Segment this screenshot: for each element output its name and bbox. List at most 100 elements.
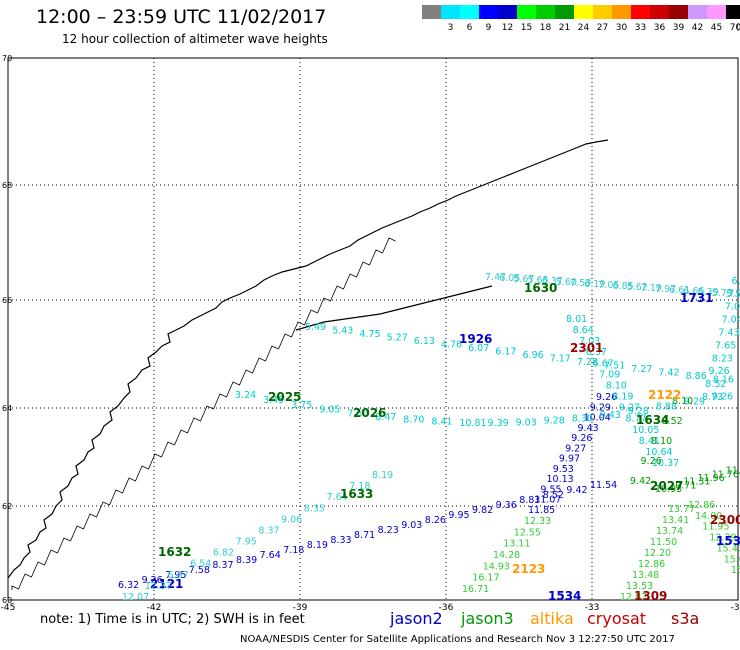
swh-value: 7.53 bbox=[570, 278, 591, 289]
pass-time-label: 2301 bbox=[570, 341, 603, 355]
footer-note: note: 1) Time is in UTC; 2) SWH is in fe… bbox=[40, 612, 305, 627]
swh-value: 9.26 bbox=[571, 433, 592, 444]
swh-value: 9.42 bbox=[566, 485, 587, 496]
swh-value: 8.71 bbox=[354, 530, 375, 541]
swh-value: 8.52 bbox=[705, 379, 726, 390]
pass-time-label: 2122 bbox=[648, 388, 681, 402]
legend-tick-label: 24 bbox=[577, 23, 590, 33]
swh-value: 5.65 bbox=[528, 275, 549, 286]
legend-tick-label: 15 bbox=[520, 23, 533, 33]
swh-value: 10.93 bbox=[655, 484, 682, 495]
swh-value: 13.53 bbox=[626, 581, 653, 592]
swh-value: 9.39 bbox=[488, 418, 509, 429]
swh-value: 11.50 bbox=[650, 537, 677, 548]
swh-value: 7.58 bbox=[189, 565, 210, 576]
lat-label: 64 bbox=[2, 404, 12, 413]
swh-value: 7.29 bbox=[728, 289, 740, 300]
legend-tick-label: 36 bbox=[653, 23, 666, 33]
swh-value: 8.30 bbox=[572, 413, 593, 424]
swh-value: 8.19 bbox=[372, 470, 393, 481]
swh-value: 11.31 bbox=[683, 477, 710, 488]
swh-value: 9.97 bbox=[559, 454, 580, 465]
lon-label: -33 bbox=[585, 603, 600, 613]
swh-value: 12.37 bbox=[145, 581, 172, 592]
swh-value: 10.04 bbox=[584, 413, 611, 424]
legend-swatch bbox=[479, 5, 498, 19]
swh-value: 10.37 bbox=[652, 458, 679, 469]
swh-value: 12.33 bbox=[524, 516, 551, 527]
swh-value: 8.19 bbox=[612, 392, 633, 403]
legend-tick-label: 6 bbox=[466, 23, 473, 33]
swh-value: 7.18 bbox=[283, 545, 304, 556]
lon-label: -42 bbox=[147, 603, 162, 613]
swh-value: 7.64 bbox=[327, 492, 348, 503]
legend-tick-label: 9 bbox=[485, 23, 492, 33]
swh-value: 11.95 bbox=[702, 522, 729, 533]
legend-swatch bbox=[612, 5, 631, 19]
swh-value: 12.86 bbox=[638, 559, 665, 570]
swh-value: 6.66 bbox=[683, 286, 704, 297]
swh-value: 9.26 bbox=[712, 391, 733, 402]
swh-value: 9.43 bbox=[600, 410, 621, 421]
swh-value: 6.37 bbox=[542, 276, 563, 287]
pass-time-label: 1309 bbox=[634, 589, 667, 603]
legend-swatch bbox=[593, 5, 612, 19]
lon-label: -39 bbox=[293, 603, 308, 613]
swh-value: 14.93 bbox=[483, 561, 510, 572]
satellite-name: jason3 bbox=[461, 609, 514, 628]
swh-value: 10.64 bbox=[645, 447, 672, 458]
swh-value: 6.96 bbox=[523, 350, 544, 361]
swh-value: 9.26 bbox=[709, 366, 730, 377]
swh-value: 6.37 bbox=[168, 570, 189, 581]
swh-value: 11.85 bbox=[528, 505, 555, 516]
swh-value: 15.24 bbox=[731, 565, 740, 576]
legend-swatch bbox=[669, 5, 688, 19]
swh-value: 7.27 bbox=[631, 364, 652, 375]
lon-label: -45 bbox=[1, 603, 16, 613]
swh-value: 6.61 bbox=[669, 285, 690, 296]
swh-value: 8.10 bbox=[606, 381, 627, 392]
swh-value: 8.23 bbox=[378, 525, 399, 536]
swh-value: 7.47 bbox=[485, 272, 506, 283]
swh-value: 6.67 bbox=[593, 358, 614, 369]
swh-value: 9.03 bbox=[401, 520, 422, 531]
pass-time-label: 2027 bbox=[650, 479, 683, 493]
swh-value: 5.62 bbox=[627, 282, 648, 293]
legend-tick-label: 39 bbox=[672, 23, 685, 33]
coastline-fjords bbox=[295, 285, 493, 331]
swh-value: 8.86 bbox=[686, 371, 707, 382]
lon-label: -30 bbox=[731, 603, 740, 613]
swh-value: 5.60 bbox=[556, 277, 577, 288]
swh-value: 9.82 bbox=[472, 505, 493, 516]
swh-value: 3.45 bbox=[263, 395, 284, 406]
swh-value: 8.88 bbox=[656, 402, 677, 413]
swh-value: 8.52 bbox=[543, 490, 564, 501]
legend-tick-label: 42 bbox=[691, 23, 704, 33]
map-subtitle: 12 hour collection of altimeter wave hei… bbox=[62, 32, 328, 46]
swh-value: 6.54 bbox=[190, 559, 211, 570]
swh-value: 7.19 bbox=[641, 283, 662, 294]
swh-value: 8.37 bbox=[212, 560, 233, 571]
swh-value: 12.29 bbox=[709, 533, 736, 544]
swh-value: 7.18 bbox=[349, 481, 370, 492]
swh-value: 5.39 bbox=[698, 287, 719, 298]
swh-value: 8.39 bbox=[236, 555, 257, 566]
swh-value: 6.32 bbox=[118, 580, 139, 591]
swh-value: 3.75 bbox=[291, 400, 312, 411]
pass-time-label: 1630 bbox=[524, 281, 557, 295]
map-frame bbox=[7, 57, 739, 601]
swh-value: 10.05 bbox=[632, 425, 659, 436]
legend-swatch bbox=[498, 5, 517, 19]
swh-value: 13.74 bbox=[656, 526, 683, 537]
legend-swatch bbox=[650, 5, 669, 19]
swh-value: 13.48 bbox=[632, 570, 659, 581]
swh-value: 6.07 bbox=[468, 343, 489, 354]
swh-value: 8.01 bbox=[566, 314, 587, 325]
swh-value: 9.55 bbox=[540, 485, 561, 496]
swh-value: 12.86 bbox=[688, 500, 715, 511]
legend-tick-label: 18 bbox=[539, 23, 552, 33]
swh-value: 6.05 bbox=[499, 273, 520, 284]
swh-value: 12.07 bbox=[122, 592, 149, 603]
pass-time-label: 1534 bbox=[548, 589, 581, 603]
